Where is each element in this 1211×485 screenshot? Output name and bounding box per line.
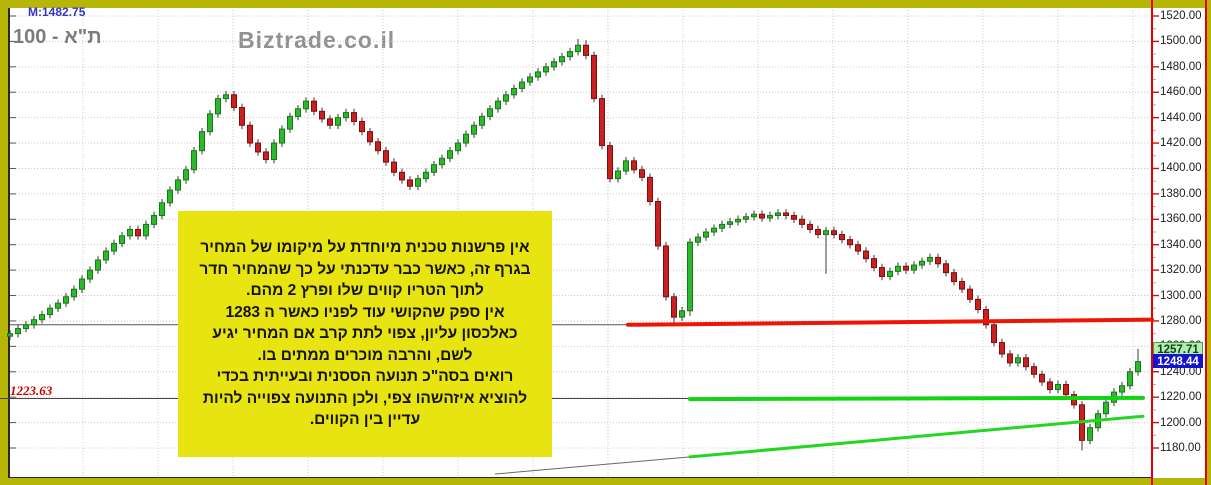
price-axis-panel <box>1153 8 1205 478</box>
annotation-text-line: עדיין בין הקווים. <box>309 411 421 428</box>
support-price-label: 1223.63 <box>10 383 53 398</box>
annotation-text-line: לתוך הטריו קווים שלו ופרץ 2 מהם. <box>246 282 484 299</box>
annotation-text-line: לשם, והרבה מוכרים ממתים בו. <box>257 346 473 364</box>
price-axis-right-border <box>1205 0 1207 485</box>
price-axis-left-border <box>1151 0 1153 485</box>
annotation-text-line: אין פרשנות טכנית מיוחדת על מיקומו של המח… <box>200 239 530 256</box>
annotation-text-line: להוציא איזהשהו צפי, ולכן התנועה צפוייה ל… <box>202 389 528 407</box>
annotation-text-line: כאלכסון עליון, צפוי לתת קרב אם המחיר יגי… <box>212 325 518 342</box>
page-title: ת"א - 100 <box>13 26 102 48</box>
annotation-box: אין פרשנות טכנית מיוחדת על מיקומו של המח… <box>178 211 552 457</box>
indicator-value-label: M:1482.75 <box>28 5 86 19</box>
annotation-text-line: אין ספק שהקושי עוד לפניו כאשר ה 1283 <box>225 303 505 321</box>
watermark: Biztrade.co.il <box>238 27 396 53</box>
annotation-text-line: רואים בסה"כ תנועה הססנית ובעייתית בכדי <box>216 368 514 385</box>
annotation-text-line: בגרף זה, כאשר כבר עדכנתי על כך שהמחיר חד… <box>199 260 531 278</box>
